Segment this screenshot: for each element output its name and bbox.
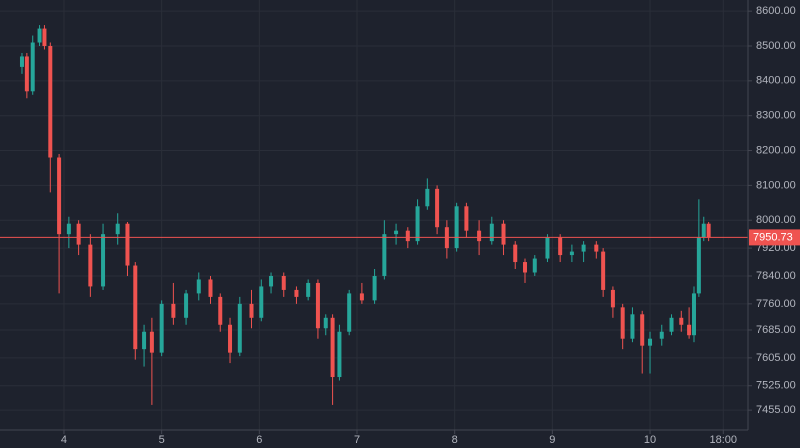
x-tick-label: 8 [452,434,458,446]
grid-layer [0,0,748,430]
candle-body [569,251,574,256]
candle-body [359,293,364,301]
candle-body [269,275,274,287]
candle-body [372,275,377,301]
candle-body [196,279,201,294]
candle-body [669,317,674,332]
candle-body [382,234,387,276]
x-tick-label: 10 [644,434,656,446]
candle-body [133,265,138,350]
candle-body [237,303,242,353]
y-tick-label: 7605.00 [756,352,796,364]
candle-body [545,237,550,259]
x-tick-label: 5 [159,434,165,446]
candle-body [57,157,62,235]
candle-body [30,42,35,92]
y-tick-label: 7760.00 [756,298,796,310]
candle-body [259,286,264,318]
x-tick-label: 9 [549,434,555,446]
y-tick-label: 7525.00 [756,380,796,392]
candle-body [558,237,563,256]
candle-body [66,223,71,235]
y-tick-label: 8400.00 [756,75,796,87]
candle-body [687,324,692,336]
candle-body [523,262,528,273]
y-tick-label: 8000.00 [756,214,796,226]
candle-body [184,293,189,318]
last-price-badge [749,229,800,246]
candle-body [249,303,254,318]
candle-body [620,307,625,339]
y-tick-label: 7840.00 [756,270,796,282]
x-tick-label: 18:00 [710,434,738,446]
candle-body [42,28,47,46]
candle-body [208,279,213,297]
candle-body [48,45,53,158]
candle-body [405,230,410,242]
candle-body [477,230,482,242]
candle-body [347,293,352,332]
candle-body [149,331,154,353]
candle-body [218,296,223,325]
candle-body [648,338,653,346]
candle-body [125,223,130,266]
candle-body [115,223,120,235]
candle-body [394,230,399,235]
candle-body [706,223,711,238]
x-tick-label: 6 [256,434,262,446]
candle-body [323,317,328,329]
candle-body [88,244,93,287]
candle-body [696,237,701,294]
candle-body [101,234,106,287]
labels-layer: 8600.00 8500.00 8400.00 8300.00 8200.00 8100.… [61,5,800,446]
candle-body [37,28,42,43]
candle-body [330,317,335,378]
candle-body [435,188,440,228]
y-tick-label: 8300.00 [756,110,796,122]
candle-body [159,303,164,353]
y-tick-label: 8100.00 [756,179,796,191]
candle-body [315,282,320,329]
candle-body [228,324,233,353]
candle-body [489,223,494,242]
candle-body [281,275,286,290]
candle-body [532,258,537,273]
candle-body [76,223,81,245]
candle-body [630,314,635,339]
candle-body [679,317,684,325]
y-tick-label: 7455.00 [756,404,796,416]
candle-body [513,244,518,263]
x-tick-label: 7 [354,434,360,446]
candle-body [425,188,430,207]
candle-body [691,293,696,336]
y-tick-label: 8500.00 [756,40,796,52]
candle-body [501,223,506,245]
candle-body [659,331,664,339]
candle-body [464,206,469,231]
candle-body [415,206,420,242]
candle-body [601,251,606,290]
candle-body [640,314,645,346]
candle-body [610,289,615,308]
candle-body [171,303,176,318]
candle-body [294,289,299,297]
candle-body [454,206,459,249]
candle-body [581,244,586,252]
candle-body [142,331,147,350]
candle-body [24,56,29,92]
y-tick-label: 7685.00 [756,324,796,336]
y-tick-label: 8600.00 [756,5,796,17]
candle-body [701,223,706,238]
candles-layer [0,25,748,405]
y-tick-label: 8200.00 [756,144,796,156]
candle-body [19,56,24,67]
candle-body [594,244,599,252]
candle-body [306,282,311,297]
candle-body [337,331,342,378]
x-tick-label: 4 [61,434,67,446]
last-price-label: 7950.73 [753,231,793,243]
